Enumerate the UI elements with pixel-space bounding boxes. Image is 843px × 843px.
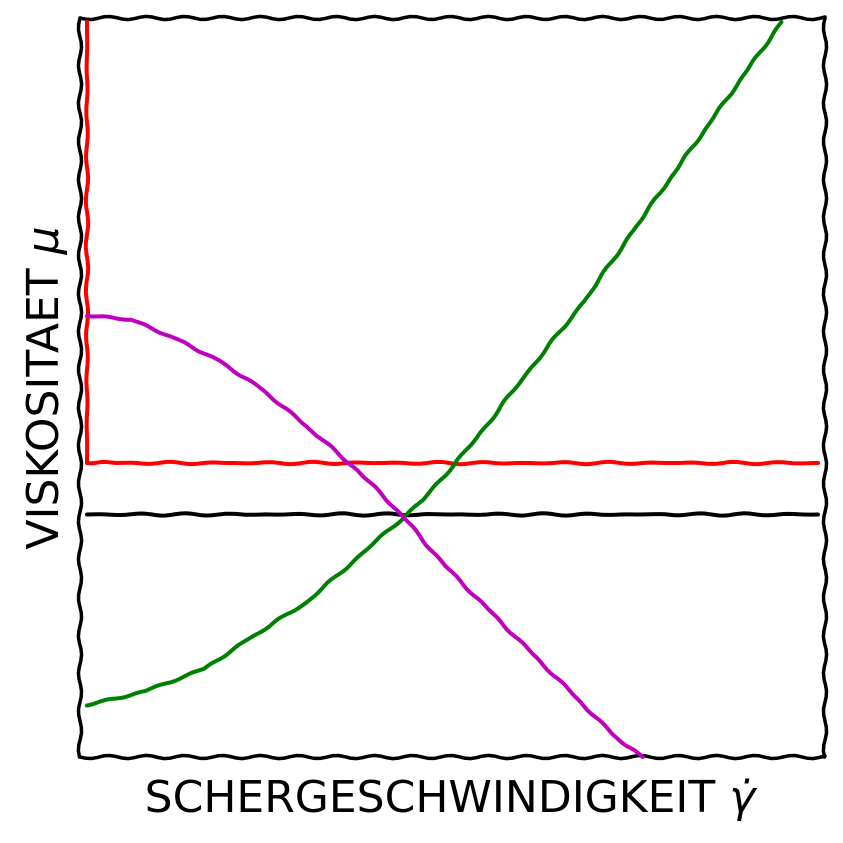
- series-line-dilatant: [87, 22, 781, 706]
- series-lines: [86, 22, 818, 757]
- frame-bottom: [80, 755, 825, 758]
- series-line-bingham: [86, 22, 818, 464]
- frame-top: [80, 16, 825, 19]
- x-axis-label: SCHERGESCHWINDIGKEIT γ̇: [145, 772, 758, 823]
- series-line-newton: [87, 513, 818, 515]
- y-axis-label: VISKOSITAET μ: [18, 226, 69, 549]
- series-line-strukturviskos: [87, 316, 643, 757]
- frame-left: [78, 18, 81, 757]
- frame-right: [823, 18, 826, 757]
- plot-frame: [78, 16, 826, 758]
